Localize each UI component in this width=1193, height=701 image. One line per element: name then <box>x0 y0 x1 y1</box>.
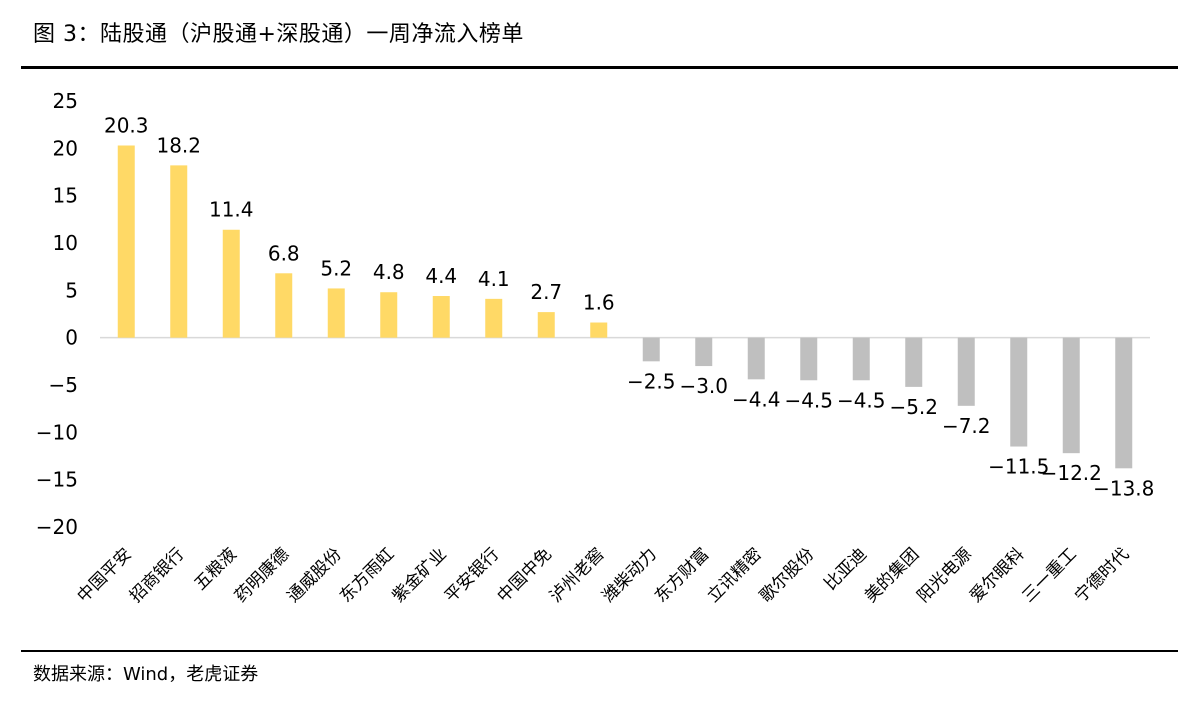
data-label: −2.5 <box>627 369 676 393</box>
x-tick-label: 平安银行 <box>441 544 503 606</box>
chart-title: 图 3：陆股通（沪股通+深股通）一周净流入榜单 <box>33 22 524 47</box>
y-tick-label: 0 <box>65 326 78 350</box>
data-label: −5.2 <box>889 395 938 419</box>
bar <box>222 229 240 338</box>
bar <box>642 337 660 362</box>
bottom-rule <box>21 650 1178 652</box>
x-tick-label: 潍柴动力 <box>599 544 661 606</box>
y-tick-label: −5 <box>49 373 78 397</box>
x-tick-label: 紫金矿业 <box>389 544 451 606</box>
data-label: −7.2 <box>942 414 991 438</box>
y-tick-label: −20 <box>36 515 78 539</box>
data-label: −4.4 <box>732 387 781 411</box>
data-label: −11.5 <box>988 455 1049 479</box>
x-tick-label: 宁德时代 <box>1071 544 1133 606</box>
bar-chart: 25 20 15 10 5 0 −5 −10 −15 −20 20.3 中国平安 18.2 招商银行 11.… <box>36 89 1155 607</box>
x-tick-label: 中国平安 <box>74 544 136 606</box>
x-tick-label: 招商银行 <box>126 544 188 606</box>
data-label: 4.1 <box>478 267 510 291</box>
data-label: 4.8 <box>373 260 405 284</box>
x-tick-label: 爱尔眼科 <box>966 544 1028 606</box>
bar <box>1115 337 1133 469</box>
y-tick-label: 20 <box>53 136 78 160</box>
bar <box>800 337 818 381</box>
bar <box>957 337 975 406</box>
data-label: −3.0 <box>679 374 728 398</box>
data-label: −4.5 <box>784 388 833 412</box>
y-tick-label: −15 <box>36 468 78 492</box>
x-tick-label: 比亚迪 <box>821 544 871 594</box>
y-tick-label: 10 <box>53 231 78 255</box>
x-tick-label: 立讯精密 <box>704 544 766 606</box>
x-tick-label: 东方雨虹 <box>336 544 398 606</box>
x-tick-label: 药明康德 <box>231 544 293 606</box>
x-tick-label: 五粮液 <box>191 544 241 594</box>
data-label: 5.2 <box>320 256 352 280</box>
bar <box>275 273 293 338</box>
bar <box>117 145 135 338</box>
bar <box>1062 337 1080 454</box>
x-tick-label: 中国中免 <box>494 544 556 606</box>
data-label: 18.2 <box>156 133 201 157</box>
y-tick-label: 15 <box>53 184 78 208</box>
bar <box>170 165 188 338</box>
y-tick-label: −10 <box>36 420 78 444</box>
data-label: 20.3 <box>104 113 149 137</box>
data-label: 2.7 <box>530 280 562 304</box>
bar <box>747 337 765 380</box>
x-tick-label: 阳光电源 <box>914 544 976 606</box>
y-tick-label: 5 <box>65 278 78 302</box>
x-tick-label: 美的集团 <box>861 544 923 606</box>
bar <box>485 298 503 338</box>
bar <box>852 337 870 381</box>
data-label: 6.8 <box>268 241 300 265</box>
data-label: 4.4 <box>425 264 457 288</box>
source-note: 数据来源：Wind，老虎证券 <box>33 664 259 685</box>
data-label: −4.5 <box>837 388 886 412</box>
bar <box>537 312 555 338</box>
bar <box>1010 337 1028 447</box>
x-tick-label: 东方财富 <box>651 544 713 606</box>
x-tick-label: 通威股份 <box>284 544 346 606</box>
bar <box>327 288 345 338</box>
top-rule <box>21 66 1178 69</box>
bar <box>590 322 608 338</box>
y-tick-label: 25 <box>53 89 78 113</box>
x-tick-label: 歌尔股份 <box>756 544 818 606</box>
data-label: 11.4 <box>209 198 254 222</box>
bar <box>432 296 450 338</box>
bar <box>905 337 923 387</box>
bar <box>695 337 713 367</box>
data-label: 1.6 <box>583 291 615 315</box>
x-tick-label: 三一重工 <box>1019 544 1081 606</box>
bar <box>380 292 398 338</box>
data-label: −13.8 <box>1093 476 1154 500</box>
x-tick-label: 泸州老窖 <box>546 544 608 606</box>
data-label: −12.2 <box>1041 461 1102 485</box>
